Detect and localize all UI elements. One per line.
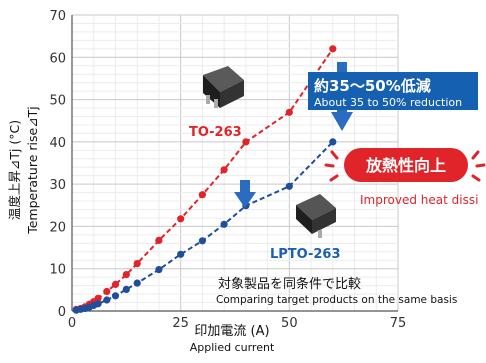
data-point (198, 191, 206, 199)
data-point (94, 300, 102, 308)
data-point (220, 166, 228, 174)
data-point (94, 294, 102, 302)
heat-dissipation-badge: 放熱性向上 Improved heat dissi (324, 148, 486, 207)
data-point (155, 236, 163, 244)
data-point (329, 45, 337, 53)
data-point (285, 108, 293, 116)
chart-tick-labels: 0 25 50 75 0 10 20 30 40 50 60 70 (49, 9, 406, 331)
series-label-lpto263: LPTO-263 (270, 247, 341, 262)
data-point (103, 287, 111, 296)
data-point (103, 296, 111, 304)
data-point (177, 215, 185, 223)
data-point (242, 138, 250, 146)
y-tick-label: 0 (58, 305, 66, 320)
y-tick-label: 40 (49, 136, 66, 151)
x-tick-label: 25 (172, 316, 189, 331)
data-point (111, 280, 120, 288)
data-point (111, 292, 120, 300)
y-tick-label: 30 (49, 178, 66, 193)
y-tick-label: 10 (49, 263, 66, 278)
data-point (122, 285, 130, 293)
reduction-banner-jp: 約35～50%低減 (314, 77, 431, 95)
comparison-note-jp: 対象製品を同条件で比較 (218, 276, 361, 292)
reduction-banner: 約35～50%低減 About 35 to 50% reduction (308, 72, 478, 110)
data-point (220, 220, 228, 228)
reduction-banner-en: About 35 to 50% reduction (314, 96, 462, 109)
series-lpto-263 (72, 138, 337, 314)
arrow-down-icon (234, 180, 256, 208)
lpto263-package-icon (296, 194, 336, 238)
x-tick-label: 75 (390, 316, 407, 331)
x-axis-label-en: Applied current (190, 341, 275, 354)
data-point (122, 271, 130, 279)
data-point (155, 266, 163, 274)
series-label-to263: TO-263 (189, 125, 242, 140)
y-tick-label: 20 (49, 220, 66, 235)
y-tick-label: 70 (49, 9, 66, 24)
y-tick-label: 50 (49, 94, 66, 109)
y-axis-label-en: Temperature rise⊿Tj (25, 106, 40, 235)
chart-axes (71, 15, 398, 312)
data-point (133, 279, 141, 287)
data-point (177, 250, 185, 258)
data-point (198, 237, 206, 245)
data-point (329, 138, 337, 146)
heat-dissipation-jp: 放熱性向上 (365, 156, 446, 175)
x-tick-label: 0 (68, 316, 76, 331)
comparison-note-en: Comparing target products on the same ba… (216, 294, 457, 306)
y-tick-label: 60 (49, 51, 66, 66)
chart-series (72, 45, 337, 314)
heat-dissipation-en: Improved heat dissi (360, 193, 478, 207)
x-tick-label: 50 (281, 316, 298, 331)
data-point (133, 260, 141, 268)
y-axis-label: 温度上昇⊿Tj (°C) (7, 120, 22, 220)
data-point (285, 182, 293, 190)
to263-package-icon (203, 66, 244, 108)
x-axis-label: 印加電流 (A) (194, 324, 269, 339)
